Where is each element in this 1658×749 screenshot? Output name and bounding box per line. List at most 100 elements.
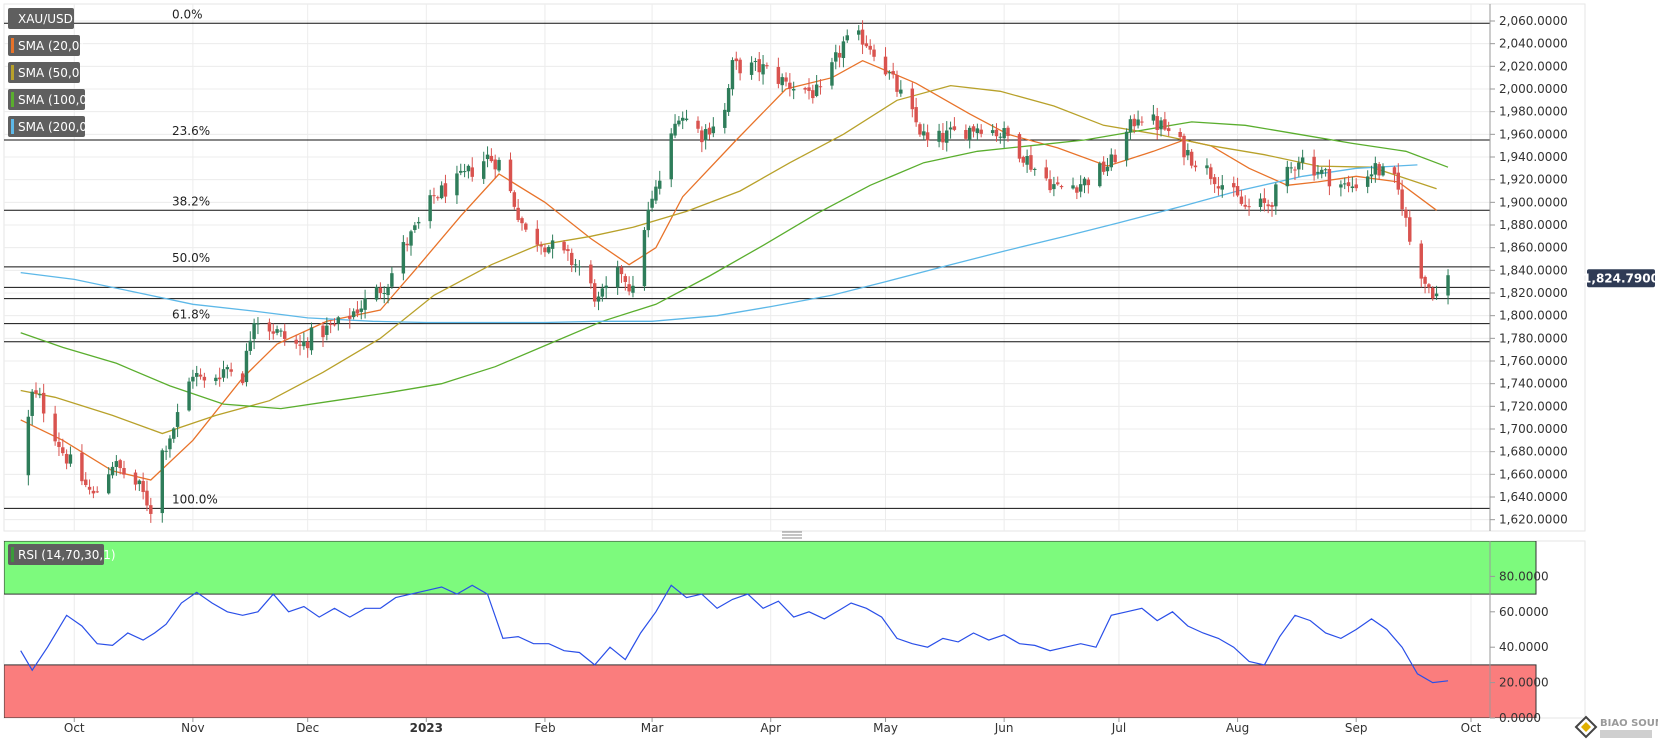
candle (309, 322, 314, 355)
candle (118, 458, 122, 475)
candle (225, 364, 230, 379)
current-price-tag: 1,824.7900 (1583, 269, 1658, 288)
legend: XAU/USD SMA (20,0) SMA (50,0) SMA (100,0… (8, 8, 116, 565)
candle (967, 125, 972, 149)
candle (1381, 163, 1385, 177)
candle (133, 469, 138, 491)
candle (1055, 176, 1060, 186)
candle (332, 318, 337, 327)
candle (336, 315, 341, 331)
candle (650, 190, 654, 212)
candle (646, 201, 650, 238)
candle (1216, 176, 1221, 196)
candle (1247, 198, 1251, 216)
candle (187, 377, 191, 412)
candle (485, 146, 490, 168)
candle (899, 80, 903, 97)
candle (122, 460, 126, 479)
candle (95, 486, 99, 494)
price-tick-label: 1,640.0000 (1499, 490, 1568, 504)
sma20-line (20, 59, 1437, 481)
candle (283, 323, 287, 346)
candle (979, 124, 983, 138)
candle (680, 111, 685, 130)
candle (1220, 174, 1224, 198)
candle (1182, 133, 1186, 166)
price-tick-label: 1,820.0000 (1499, 286, 1568, 300)
candle (1006, 125, 1010, 142)
legend-sma20[interactable]: SMA (20,0) (8, 35, 84, 56)
candle (1101, 156, 1106, 175)
candle (439, 181, 444, 200)
legend-symbol[interactable]: XAU/USD (8, 8, 74, 29)
candle (382, 286, 386, 304)
rsi-line (20, 584, 1449, 684)
candle (229, 362, 233, 377)
candle (1002, 121, 1006, 148)
candle (1262, 188, 1267, 212)
candle (872, 44, 876, 62)
candle (106, 467, 111, 495)
price-tick-label: 1,960.0000 (1499, 127, 1568, 141)
candle (837, 45, 842, 68)
legend-sma50-label: SMA (50,0) (18, 66, 84, 80)
candle (1124, 128, 1129, 167)
watermark-text: BIAO SOUND (1600, 718, 1658, 729)
candle (1316, 164, 1320, 179)
legend-sma200[interactable]: SMA (200,0) (8, 116, 92, 137)
legend-sma50[interactable]: SMA (50,0) (8, 62, 84, 83)
candle (677, 116, 681, 127)
candle (359, 300, 363, 320)
legend-sma100-label: SMA (100,0) (18, 93, 92, 107)
candle (1404, 206, 1408, 227)
candle (57, 432, 61, 457)
candle (1113, 149, 1117, 164)
time-tick-label: Jul (1111, 721, 1126, 735)
rsi-tick-label: 0.0000 (1499, 711, 1541, 725)
candle (925, 124, 930, 148)
candle (321, 321, 325, 347)
candle (164, 445, 168, 460)
legend-rsi[interactable]: RSI (14,70,30,1) (8, 544, 116, 565)
candle (1155, 107, 1159, 140)
price-tick-label: 1,920.0000 (1499, 173, 1568, 187)
candle (730, 57, 735, 96)
price-tick-label: 1,680.0000 (1499, 445, 1568, 459)
candle (1163, 111, 1167, 131)
candle (443, 174, 448, 204)
candle (654, 180, 658, 205)
candle (41, 383, 46, 423)
price-plot-area[interactable] (3, 3, 1586, 532)
candle (566, 244, 570, 261)
candle (1059, 184, 1064, 190)
candle (1193, 160, 1198, 172)
candle (807, 78, 811, 100)
rsi-oversold-zone (4, 664, 1537, 718)
candle (271, 323, 275, 340)
candle (61, 438, 65, 456)
price-tick-label: 1,940.0000 (1499, 150, 1568, 164)
time-tick-label: 2023 (410, 721, 443, 735)
candle (684, 109, 689, 122)
sma20-color-swatch (11, 38, 14, 53)
candle (998, 132, 1003, 144)
candle (1209, 163, 1213, 185)
candle (53, 405, 57, 446)
candle (845, 29, 849, 43)
candle (191, 369, 195, 389)
rsi-tick-label: 20.0000 (1499, 676, 1549, 690)
legend-sma100[interactable]: SMA (100,0) (8, 89, 92, 110)
candle (401, 235, 406, 281)
candle (378, 282, 383, 299)
pane-splitter-handle[interactable] (782, 531, 802, 539)
candle (1419, 240, 1423, 288)
sma200-color-swatch (11, 119, 14, 134)
candle (114, 455, 119, 476)
candle (1339, 180, 1343, 197)
candle (1312, 149, 1316, 181)
price-tick-label: 1,740.0000 (1499, 377, 1568, 391)
candle (386, 283, 390, 304)
candle (1048, 170, 1052, 193)
candle (512, 190, 517, 210)
price-tick-label: 1,880.0000 (1499, 218, 1568, 232)
